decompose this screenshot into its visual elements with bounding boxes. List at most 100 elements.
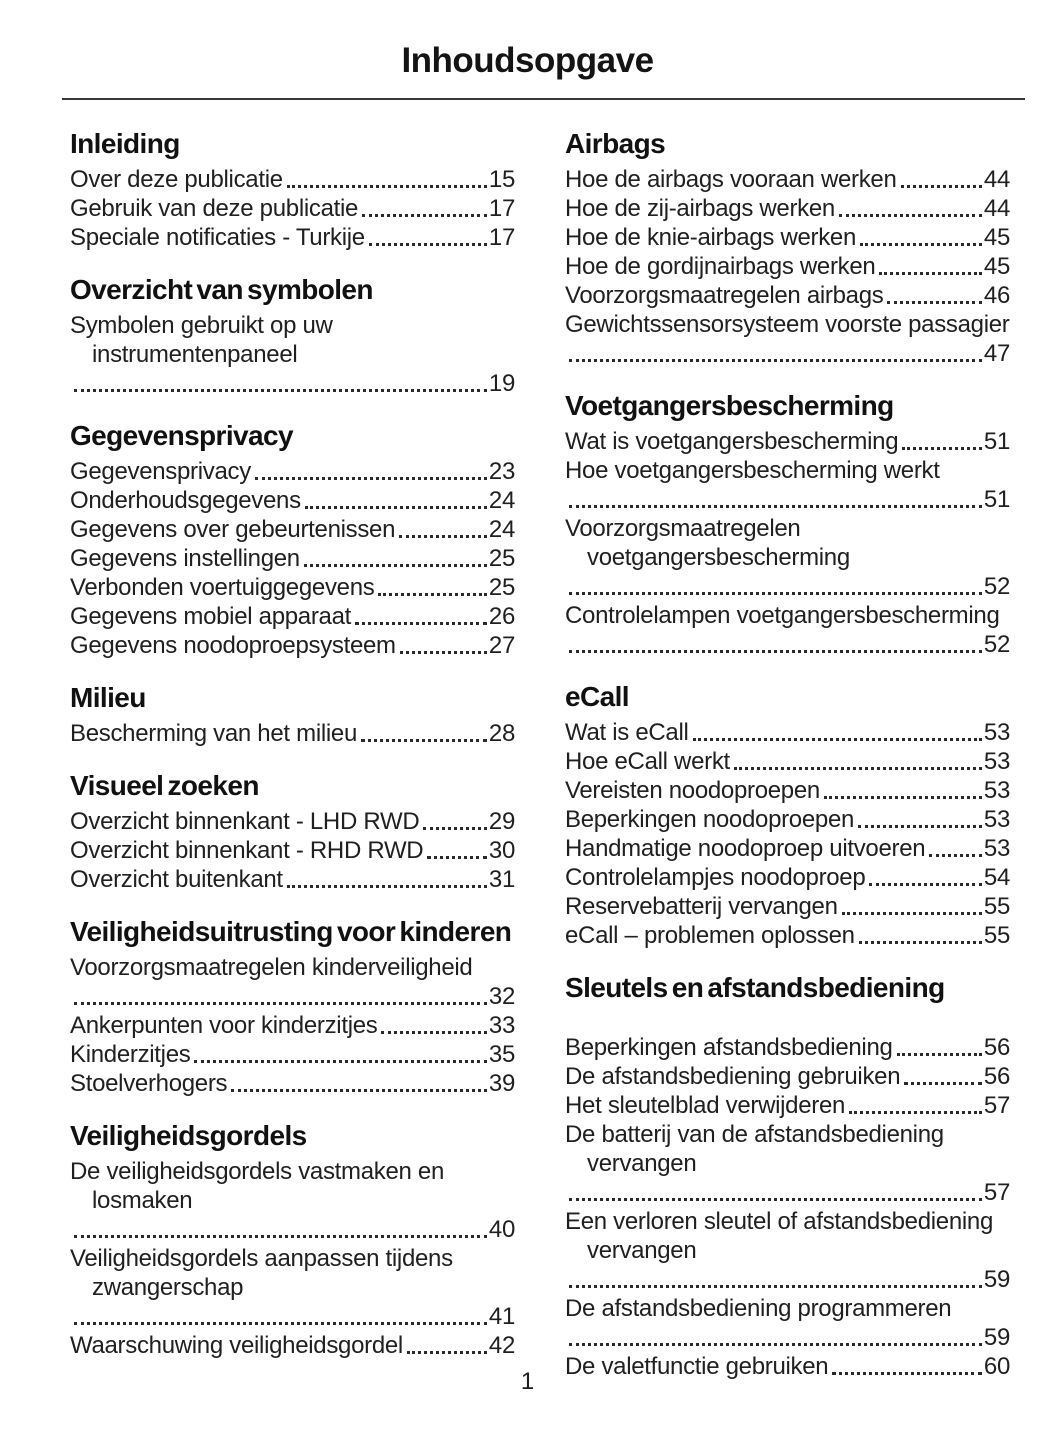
toc-entry[interactable]: Overzicht binnenkant - LHD RWD 29 xyxy=(70,807,515,836)
toc-entry-label: Gegevens over gebeurtenissen xyxy=(70,516,396,543)
toc-entry-page: 24 xyxy=(488,487,515,514)
toc-entry[interactable]: Gewichtssensorsysteem voorste passagier … xyxy=(565,310,1010,368)
dot-leader xyxy=(569,359,982,362)
toc-entry-page: 59 xyxy=(983,1266,1010,1293)
toc-entry-page: 40 xyxy=(488,1216,515,1243)
toc-entry-page: 29 xyxy=(488,808,515,835)
toc-entry[interactable]: Hoe de airbags vooraan werken 44 xyxy=(565,165,1010,194)
toc-entry-page: 56 xyxy=(983,1034,1010,1061)
section-entries: Gegevensprivacy 23 Onderhoudsgegevens 24… xyxy=(70,457,515,660)
toc-entry-page: 45 xyxy=(983,224,1010,251)
dot-leader xyxy=(902,447,982,450)
dot-leader xyxy=(838,214,982,217)
toc-entry-label: Het sleutelblad verwijderen xyxy=(565,1092,846,1119)
toc-entry[interactable]: Gegevens noodoproepsysteem 27 xyxy=(70,631,515,660)
section-entries: Hoe de airbags vooraan werken 44 Hoe de … xyxy=(565,165,1010,368)
section-heading: Sleutels en afstandsbediening xyxy=(565,972,945,1003)
toc-entry[interactable]: Hoe voetgangersbescherming werkt 51 xyxy=(565,456,1010,514)
section-heading: eCall xyxy=(565,681,630,712)
toc-entry[interactable]: Speciale notificaties - Turkije 17 xyxy=(70,223,515,252)
toc-entry[interactable]: Bescherming van het milieu 28 xyxy=(70,719,515,748)
toc-entry-label: Een verloren sleutel of afstandsbedienin… xyxy=(565,1208,993,1264)
toc-entry-page: 53 xyxy=(983,719,1010,746)
toc-entry-label: Vereisten noodoproepen xyxy=(565,777,820,804)
dot-leader xyxy=(427,856,487,859)
toc-entry[interactable]: Beperkingen afstandsbediening 56 xyxy=(565,1033,1010,1062)
toc-entry[interactable]: Gegevensprivacy 23 xyxy=(70,457,515,486)
dot-leader xyxy=(841,912,982,915)
toc-column-left: Inleiding Over deze publicatie 15 Gebrui… xyxy=(70,128,515,1381)
toc-entry[interactable]: Veiligheidsgordels aanpassen tijdens zwa… xyxy=(70,1244,515,1331)
toc-section: eCall Wat is eCall 53 Hoe eCall werkt 53… xyxy=(565,681,1010,950)
toc-section: Veiligheidsuitrusting voor kinderen Voor… xyxy=(70,916,515,1098)
toc-entry-page: 25 xyxy=(488,574,515,601)
toc-entry-page: 51 xyxy=(983,428,1010,455)
toc-entry[interactable]: Controlelampjes noodoproep 54 xyxy=(565,863,1010,892)
toc-entry-label: Controlelampjes noodoproep xyxy=(565,864,866,891)
toc-entry-label: Wat is eCall xyxy=(565,719,689,746)
toc-entry[interactable]: Symbolen gebruikt op uw instrumentenpane… xyxy=(70,311,515,398)
toc-entry-page: 47 xyxy=(983,340,1010,367)
toc-entry-label: Symbolen gebruikt op uw instrumentenpane… xyxy=(70,312,333,368)
toc-entry[interactable]: Het sleutelblad verwijderen 57 xyxy=(565,1091,1010,1120)
toc-entry-page: 44 xyxy=(983,166,1010,193)
toc-entry-label: Hoe de knie-airbags werken xyxy=(565,224,857,251)
title-divider xyxy=(62,98,1025,100)
toc-entry[interactable]: Waarschuwing veiligheidsgordel 42 xyxy=(70,1331,515,1360)
toc-entry[interactable]: De afstandsbediening gebruiken 56 xyxy=(565,1062,1010,1091)
section-heading: Milieu xyxy=(70,682,146,713)
toc-section: Visueel zoeken Overzicht binnenkant - LH… xyxy=(70,770,515,894)
toc-entry[interactable]: Voorzorgsmaatregelen airbags 46 xyxy=(565,281,1010,310)
toc-entry[interactable]: Voorzorgsmaatregelen kinderveiligheid 32 xyxy=(70,953,515,1011)
toc-entry-label: Over deze publicatie xyxy=(70,166,283,193)
toc-entry[interactable]: Een verloren sleutel of afstandsbedienin… xyxy=(565,1207,1010,1294)
dot-leader xyxy=(381,1031,487,1034)
toc-entry[interactable]: Controlelampen voetgangersbescherming 52 xyxy=(565,601,1010,659)
toc-entry[interactable]: Beperkingen noodoproepen 53 xyxy=(565,805,1010,834)
section-heading: Veiligheidsgordels xyxy=(70,1120,307,1151)
toc-entry-page: 54 xyxy=(983,864,1010,891)
toc-entry[interactable]: eCall – problemen oplossen 55 xyxy=(565,921,1010,950)
toc-entry[interactable]: Handmatige noodoproep uitvoeren 53 xyxy=(565,834,1010,863)
toc-entry[interactable]: De afstandsbediening programmeren 59 xyxy=(565,1294,1010,1352)
toc-entry[interactable]: Overzicht binnenkant - RHD RWD 30 xyxy=(70,836,515,865)
toc-entry-page: 57 xyxy=(983,1092,1010,1119)
toc-entry[interactable]: Voorzorgsmaatregelen voetgangersbescherm… xyxy=(565,514,1010,601)
toc-entry[interactable]: Kinderzitjes 35 xyxy=(70,1040,515,1069)
section-heading: Overzicht van symbolen xyxy=(70,274,374,305)
toc-entry[interactable]: Wat is eCall 53 xyxy=(565,718,1010,747)
dot-leader xyxy=(74,1235,487,1238)
toc-entry-page: 45 xyxy=(983,253,1010,280)
toc-entry[interactable]: Ankerpunten voor kinderzitjes 33 xyxy=(70,1011,515,1040)
toc-entry[interactable]: Gegevens mobiel apparaat 26 xyxy=(70,602,515,631)
toc-entry[interactable]: Reservebatterij vervangen 55 xyxy=(565,892,1010,921)
toc-entry[interactable]: Overzicht buitenkant 31 xyxy=(70,865,515,894)
toc-entry-label: Gebruik van deze publicatie xyxy=(70,195,359,222)
toc-entry[interactable]: Hoe de knie-airbags werken 45 xyxy=(565,223,1010,252)
toc-entry[interactable]: Wat is voetgangersbescherming 51 xyxy=(565,427,1010,456)
section-entries: Overzicht binnenkant - LHD RWD 29 Overzi… xyxy=(70,807,515,894)
toc-entry[interactable]: Gebruik van deze publicatie 17 xyxy=(70,194,515,223)
toc-entry[interactable]: De veiligheidsgordels vastmaken en losma… xyxy=(70,1157,515,1244)
toc-entry-label: De afstandsbediening programmeren xyxy=(565,1295,952,1322)
toc-entry[interactable]: Gegevens over gebeurtenissen 24 xyxy=(70,515,515,544)
toc-entry-label: eCall – problemen oplossen xyxy=(565,922,855,949)
toc-entry-label: Overzicht buitenkant xyxy=(70,866,283,893)
dot-leader xyxy=(860,243,982,246)
dot-leader xyxy=(869,883,982,886)
toc-entry[interactable]: De batterij van de afstandsbediening ver… xyxy=(565,1120,1010,1207)
toc-entry-page: 35 xyxy=(488,1041,515,1068)
toc-entry[interactable]: Gegevens instellingen 25 xyxy=(70,544,515,573)
toc-entry[interactable]: Vereisten noodoproepen 53 xyxy=(565,776,1010,805)
toc-entry[interactable]: De valetfunctie gebruiken 60 xyxy=(565,1352,1010,1381)
toc-entry[interactable]: Onderhoudsgegevens 24 xyxy=(70,486,515,515)
toc-entry[interactable]: Hoe eCall werkt 53 xyxy=(565,747,1010,776)
toc-section: Sleutels en afstandsbediening Beperkinge… xyxy=(565,972,1010,1381)
toc-entry[interactable]: Stoelverhogers 39 xyxy=(70,1069,515,1098)
toc-entry-label: Hoe de airbags vooraan werken xyxy=(565,166,897,193)
toc-entry[interactable]: Over deze publicatie 15 xyxy=(70,165,515,194)
toc-entry[interactable]: Verbonden voertuiggegevens 25 xyxy=(70,573,515,602)
toc-entry[interactable]: Hoe de zij-airbags werken 44 xyxy=(565,194,1010,223)
dot-leader xyxy=(304,506,487,509)
toc-entry[interactable]: Hoe de gordijnairbags werken 45 xyxy=(565,252,1010,281)
